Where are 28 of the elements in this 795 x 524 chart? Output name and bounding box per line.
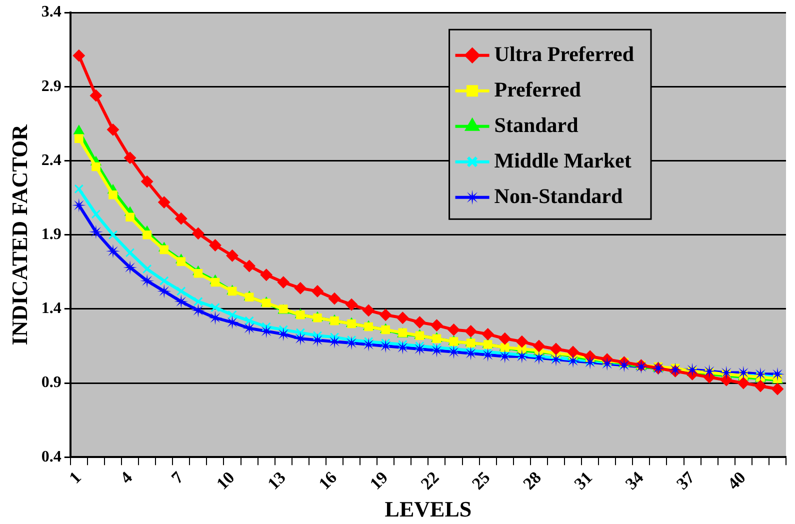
x-tick-label: 10: [212, 468, 238, 494]
x-tick-label: 34: [622, 468, 648, 494]
x-tick-label: 13: [264, 468, 290, 494]
y-tick-label: 2.4: [41, 152, 62, 169]
y-tick-label: 2.9: [41, 78, 62, 95]
y-tick-label: 1.9: [41, 226, 62, 244]
x-tick-label: 19: [366, 468, 392, 494]
x-tick-label: 37: [672, 468, 699, 494]
x-axis-title: LEVELS: [384, 496, 472, 522]
x-tick-label: 1: [65, 468, 85, 488]
x-tick-label: 22: [417, 468, 443, 494]
x-tick-label: 25: [468, 468, 494, 494]
y-tick-label: 0.4: [41, 448, 62, 466]
legend-label: Ultra Preferred: [494, 42, 634, 66]
y-tick-label: 3.4: [41, 4, 62, 21]
legend-label: Standard: [494, 112, 579, 137]
y-tick-label: 0.9: [41, 374, 62, 392]
x-tick-label: 7: [168, 468, 188, 488]
x-tick-label: 4: [116, 468, 136, 488]
y-tick-label: 1.4: [41, 300, 62, 318]
x-tick-label: 28: [519, 468, 545, 494]
legend-label: Middle Market: [494, 148, 632, 172]
y-axis-title: INDICATED FACTOR: [6, 123, 32, 346]
x-tick-label: 31: [570, 468, 596, 494]
legend-label: Preferred: [494, 77, 582, 102]
x-tick-label: 40: [724, 468, 750, 494]
x-tick-label: 16: [314, 468, 340, 494]
legend-label: Non-Standard: [494, 184, 623, 208]
